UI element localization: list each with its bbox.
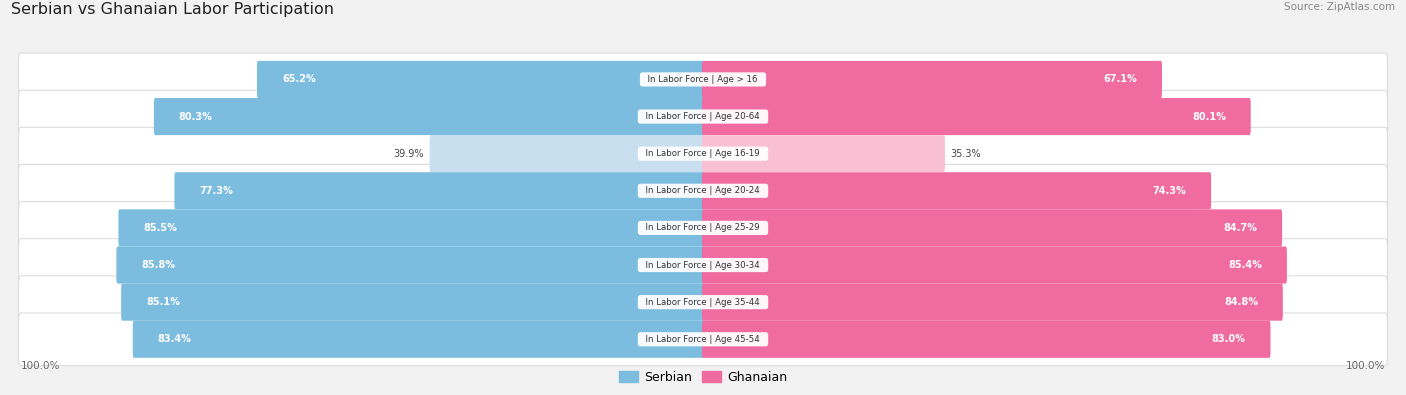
FancyBboxPatch shape [702,135,945,172]
Text: In Labor Force | Age 30-34: In Labor Force | Age 30-34 [640,261,766,269]
Text: Serbian vs Ghanaian Labor Participation: Serbian vs Ghanaian Labor Participation [11,2,335,17]
Text: 83.4%: 83.4% [157,334,191,344]
Text: 39.9%: 39.9% [394,149,423,159]
FancyBboxPatch shape [18,127,1388,180]
FancyBboxPatch shape [430,135,704,172]
FancyBboxPatch shape [18,164,1388,217]
Text: 35.3%: 35.3% [950,149,981,159]
FancyBboxPatch shape [702,172,1211,209]
FancyBboxPatch shape [18,276,1388,329]
FancyBboxPatch shape [18,313,1388,366]
FancyBboxPatch shape [118,209,704,246]
Text: 80.3%: 80.3% [179,111,212,122]
Text: In Labor Force | Age 20-24: In Labor Force | Age 20-24 [640,186,766,195]
Text: 65.2%: 65.2% [281,74,315,85]
Text: In Labor Force | Age > 16: In Labor Force | Age > 16 [643,75,763,84]
Text: In Labor Force | Age 35-44: In Labor Force | Age 35-44 [640,298,766,307]
FancyBboxPatch shape [18,90,1388,143]
Text: 100.0%: 100.0% [1346,361,1385,371]
Text: 84.7%: 84.7% [1223,223,1257,233]
FancyBboxPatch shape [121,284,704,321]
Text: 85.5%: 85.5% [143,223,177,233]
FancyBboxPatch shape [257,61,704,98]
Text: In Labor Force | Age 45-54: In Labor Force | Age 45-54 [640,335,766,344]
FancyBboxPatch shape [702,209,1282,246]
Text: 80.1%: 80.1% [1192,111,1226,122]
FancyBboxPatch shape [117,246,704,284]
FancyBboxPatch shape [18,201,1388,254]
Text: 77.3%: 77.3% [200,186,233,196]
FancyBboxPatch shape [702,98,1251,135]
FancyBboxPatch shape [153,98,704,135]
Text: 85.8%: 85.8% [141,260,176,270]
FancyBboxPatch shape [702,321,1271,358]
Text: In Labor Force | Age 20-64: In Labor Force | Age 20-64 [640,112,766,121]
Text: 74.3%: 74.3% [1153,186,1187,196]
FancyBboxPatch shape [702,61,1161,98]
FancyBboxPatch shape [702,246,1286,284]
FancyBboxPatch shape [18,239,1388,292]
Text: 84.8%: 84.8% [1223,297,1258,307]
FancyBboxPatch shape [132,321,704,358]
Text: 85.1%: 85.1% [146,297,180,307]
Text: In Labor Force | Age 25-29: In Labor Force | Age 25-29 [641,224,765,232]
Text: 85.4%: 85.4% [1227,260,1263,270]
Text: In Labor Force | Age 16-19: In Labor Force | Age 16-19 [641,149,765,158]
Legend: Serbian, Ghanaian: Serbian, Ghanaian [614,366,792,389]
FancyBboxPatch shape [18,53,1388,106]
Text: 100.0%: 100.0% [21,361,60,371]
Text: 83.0%: 83.0% [1212,334,1246,344]
Text: Source: ZipAtlas.com: Source: ZipAtlas.com [1284,2,1395,12]
Text: 67.1%: 67.1% [1104,74,1137,85]
FancyBboxPatch shape [174,172,704,209]
FancyBboxPatch shape [702,284,1282,321]
